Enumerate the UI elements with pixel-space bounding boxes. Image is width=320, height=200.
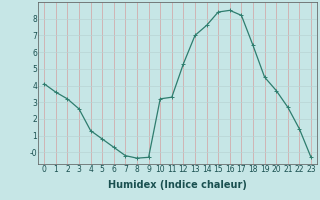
X-axis label: Humidex (Indice chaleur): Humidex (Indice chaleur) (108, 180, 247, 190)
